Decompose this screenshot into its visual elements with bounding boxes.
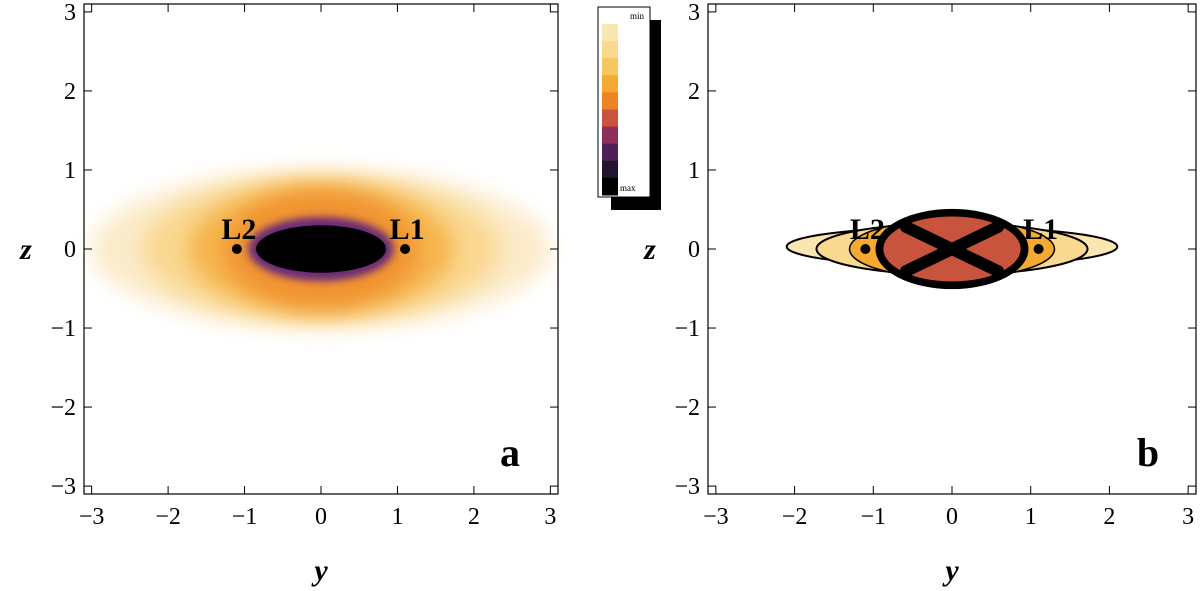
y-tick-label: 0: [64, 237, 76, 263]
colorbar-swatch: [602, 126, 618, 145]
colorbar-swatch: [602, 160, 618, 179]
x-tick-label: 3: [1182, 504, 1194, 530]
panel-a: −3 −2 −1 0 1 2 3 −3 −2 −1 0 1 2 3 L2 L1 y z a: [19, 0, 559, 587]
colorbar-max-label: max: [620, 183, 636, 193]
y-tick-label: 0: [688, 237, 700, 263]
colorbar-swatches: [602, 24, 618, 196]
point-label-l2: L2: [850, 213, 885, 246]
y-tick-label: 3: [688, 0, 700, 26]
point-marker-l1: [400, 244, 411, 254]
x-tick-label: −3: [79, 504, 105, 530]
panel-b: −3 −2 −1 0 1 2 3 −3 −2 −1 0 1 2 3 L2 L1 y z b: [643, 0, 1197, 587]
panel-label-b: b: [1137, 430, 1159, 475]
y-tick-label: 3: [64, 0, 76, 26]
y-tick-label: 2: [688, 79, 700, 105]
y-axis-label-b: z: [643, 233, 656, 266]
contour-core-structure: [899, 220, 1005, 278]
lagrange-points-a: L2 L1: [221, 213, 425, 254]
x-tick-label: 1: [391, 504, 403, 530]
y-tick-label: −3: [50, 474, 76, 500]
x-axis-label-a: y: [311, 554, 328, 587]
colorbar-min-label: min: [630, 11, 645, 21]
x-tick-label: 1: [1025, 504, 1037, 530]
y-ticks-b: −3 −2 −1 0 1 2 3: [674, 0, 1196, 500]
point-marker-l2: [860, 244, 871, 254]
y-axis-label-a: z: [19, 233, 32, 266]
x-ticks-b: −3 −2 −1 0 1 2 3: [703, 4, 1194, 530]
colorbar: min max: [597, 6, 661, 210]
contour-map-b: [785, 208, 1119, 290]
colorbar-swatch: [602, 143, 618, 162]
x-tick-label: 0: [315, 504, 327, 530]
x-ticks-a: −3 −2 −1 0 1 2 3: [79, 4, 556, 530]
y-tick-label: −3: [674, 474, 700, 500]
x-axis-label-b: y: [942, 554, 959, 587]
x-tick-label: −2: [155, 504, 181, 530]
x-tick-label: −2: [782, 504, 808, 530]
density-core: [256, 225, 386, 273]
colorbar-swatch: [602, 109, 618, 128]
x-tick-label: 2: [468, 504, 480, 530]
y-tick-label: −1: [674, 316, 700, 342]
density-map-a: [91, 169, 551, 329]
x-tick-label: −3: [703, 504, 729, 530]
y-tick-label: −1: [50, 316, 76, 342]
x-tick-label: 3: [544, 504, 556, 530]
point-label-l1: L1: [1023, 213, 1058, 246]
y-tick-label: 1: [688, 158, 700, 184]
y-ticks-a: −3 −2 −1 0 1 2 3: [50, 0, 558, 500]
y-tick-label: −2: [674, 395, 700, 421]
x-tick-label: −1: [232, 504, 258, 530]
point-label-l2: L2: [221, 213, 256, 246]
lagrange-points-b: L2 L1: [850, 213, 1058, 254]
x-tick-label: −1: [861, 504, 887, 530]
x-tick-label: 2: [1103, 504, 1115, 530]
y-tick-label: 1: [64, 158, 76, 184]
colorbar-swatch: [602, 58, 618, 76]
point-marker-l1: [1033, 244, 1044, 254]
y-tick-label: −2: [50, 395, 76, 421]
colorbar-swatch: [602, 41, 618, 59]
colorbar-swatch: [602, 24, 618, 42]
point-marker-l2: [231, 244, 242, 254]
colorbar-swatch: [602, 177, 618, 196]
panel-label-a: a: [500, 430, 520, 475]
colorbar-swatch: [602, 92, 618, 110]
y-tick-label: 2: [64, 79, 76, 105]
x-tick-label: 0: [946, 504, 958, 530]
colorbar-swatch: [602, 75, 618, 93]
point-label-l1: L1: [390, 213, 425, 246]
